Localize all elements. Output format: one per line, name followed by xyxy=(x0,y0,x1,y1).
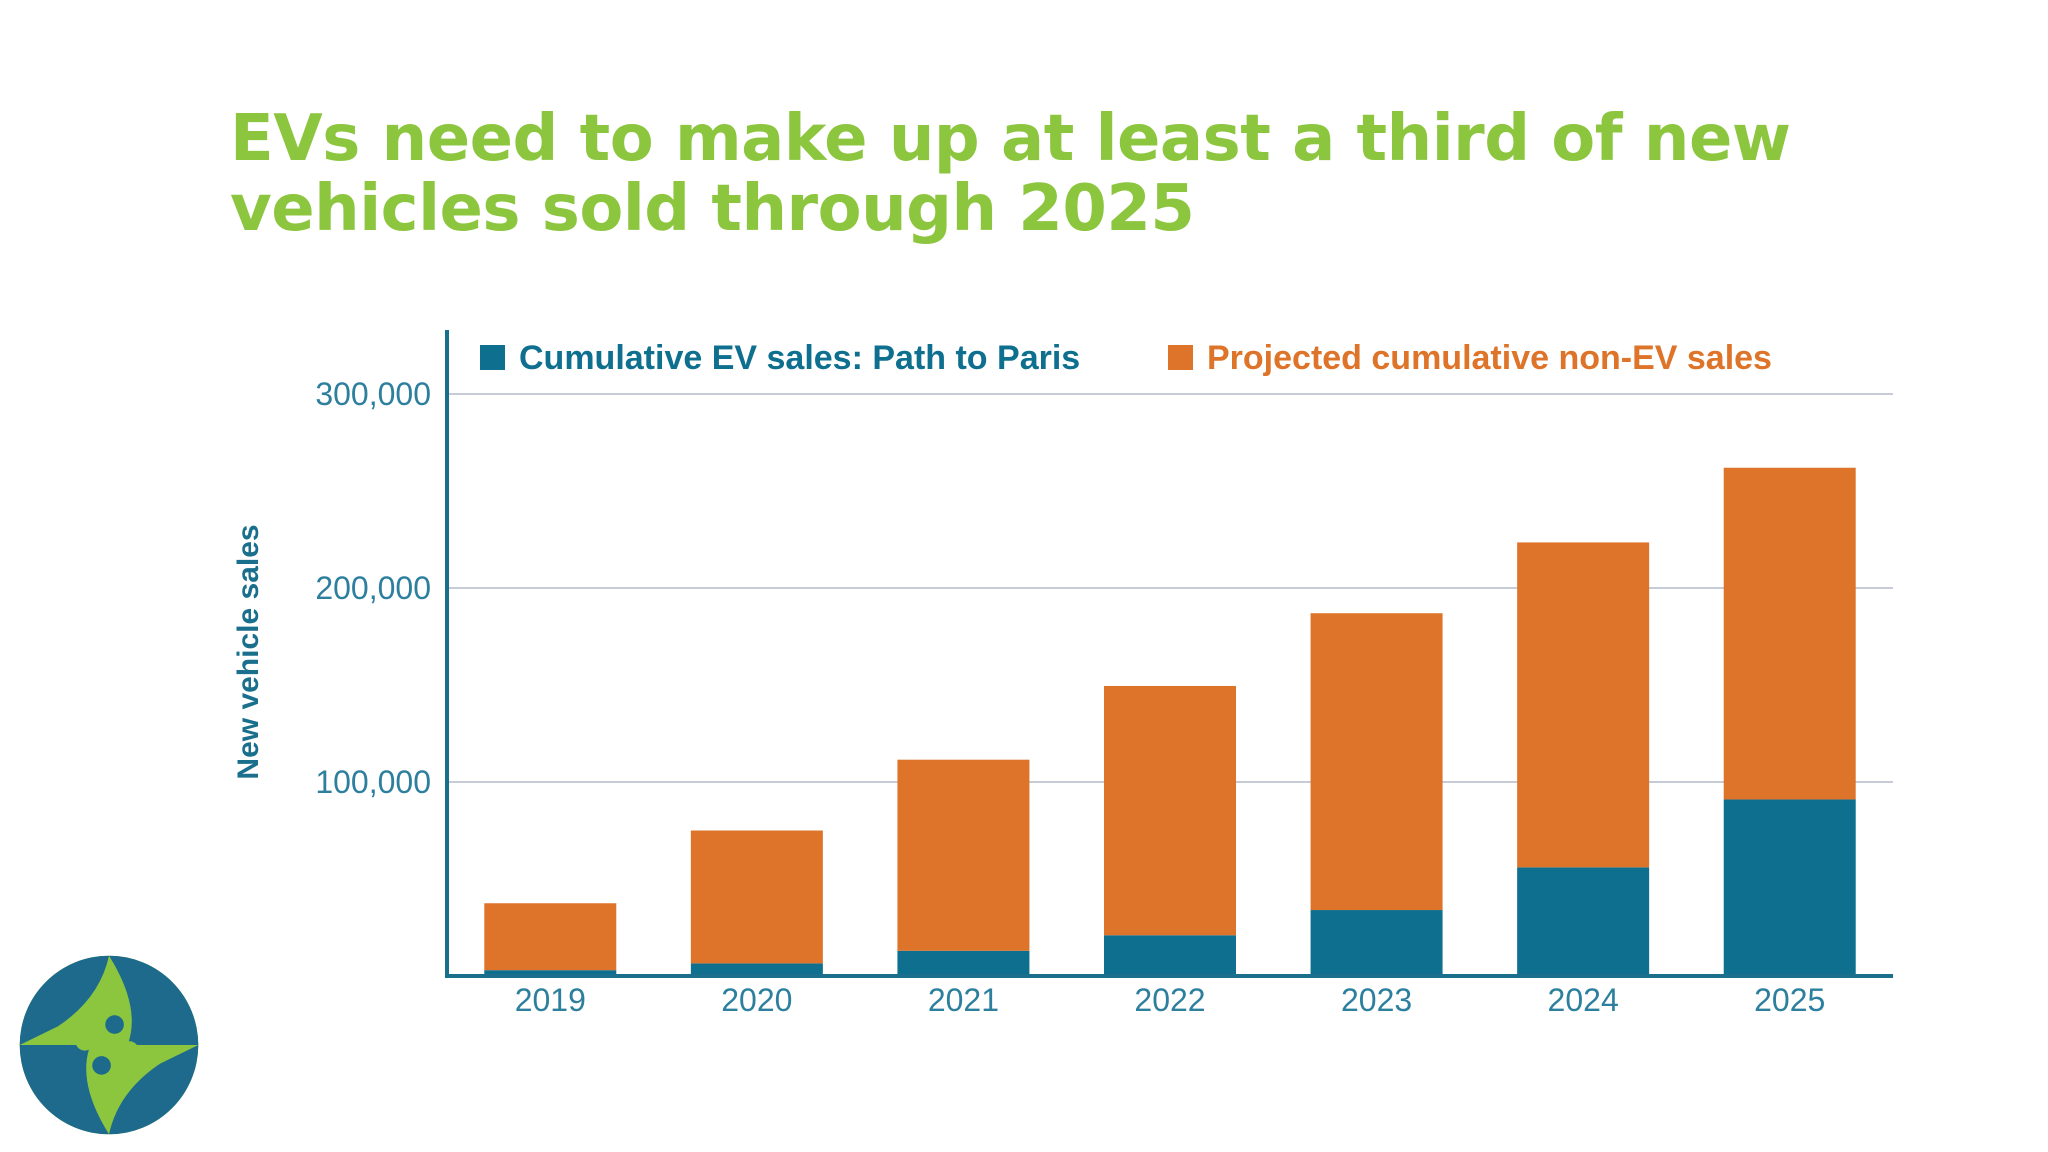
title-line-2: vehicles sold through 2025 xyxy=(230,172,1195,246)
ev-bar-2021 xyxy=(897,950,1030,976)
ev-bar-2024 xyxy=(1517,867,1650,976)
non-ev-bar-2021 xyxy=(897,759,1030,951)
legend-label: Cumulative EV sales: Path to Paris xyxy=(519,339,1080,377)
bars xyxy=(484,467,1856,976)
ev-bar-2025 xyxy=(1723,799,1856,976)
y-tick-label: 100,000 xyxy=(315,764,431,800)
ev-bar-2023 xyxy=(1310,910,1443,976)
ev-bar-2020 xyxy=(690,963,823,976)
y-tick-label: 200,000 xyxy=(315,570,431,606)
x-tick-labels: 2019 2020 2021 2022 2023 2024 2025 xyxy=(515,982,1826,1018)
x-tick-label: 2023 xyxy=(1341,982,1412,1018)
x-tick-label: 2024 xyxy=(1548,982,1619,1018)
y-tick-label: 300,000 xyxy=(315,376,431,412)
legend-swatch xyxy=(480,345,505,370)
x-tick-label: 2021 xyxy=(928,982,999,1018)
axes xyxy=(445,330,1893,978)
x-tick-label: 2022 xyxy=(1134,982,1205,1018)
y-tick-labels: 100,000 200,000 300,000 xyxy=(315,376,431,800)
ev-bar-2019 xyxy=(484,970,617,976)
ev-bar-2022 xyxy=(1104,935,1236,976)
title-line-1: EVs need to make up at least a third of … xyxy=(230,102,1791,176)
non-ev-bar-2024 xyxy=(1517,542,1650,868)
legend-swatch xyxy=(1168,345,1193,370)
non-ev-bar-2020 xyxy=(690,830,823,964)
x-tick-label: 2020 xyxy=(721,982,792,1018)
legend: Cumulative EV sales: Path to Paris Projec… xyxy=(480,339,1772,377)
x-tick-label: 2025 xyxy=(1754,982,1825,1018)
x-tick-label: 2019 xyxy=(515,982,586,1018)
non-ev-bar-2023 xyxy=(1310,613,1443,911)
non-ev-bar-2025 xyxy=(1723,467,1856,800)
legend-label: Projected cumulative non-EV sales xyxy=(1207,339,1772,377)
logo-icon xyxy=(19,955,199,1135)
slide-title: EVs need to make up at least a third of … xyxy=(230,104,1930,244)
y-axis-label: New vehicle sales xyxy=(232,524,265,779)
non-ev-bar-2019 xyxy=(484,903,617,971)
non-ev-bar-2022 xyxy=(1104,685,1236,936)
